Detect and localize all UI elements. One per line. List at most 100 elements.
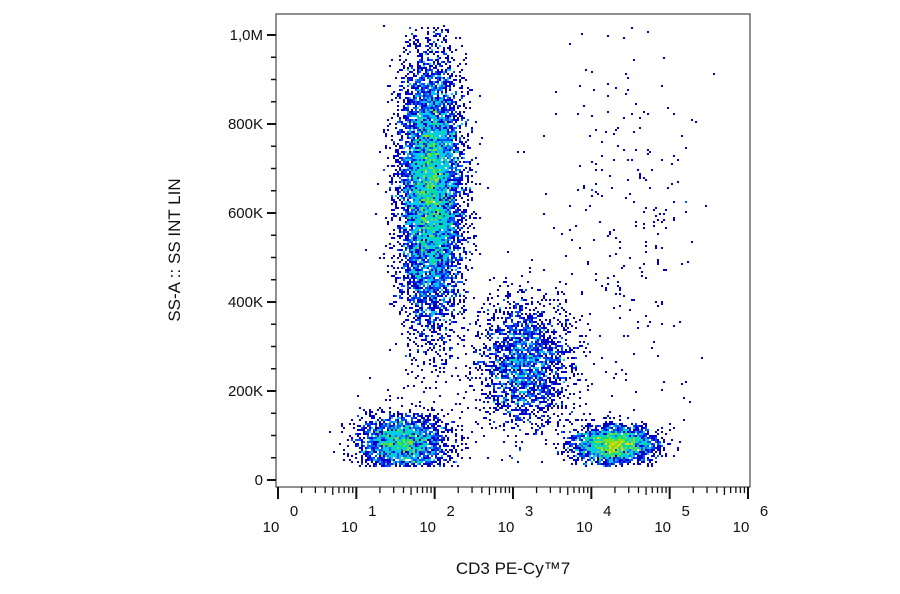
event-dot xyxy=(429,97,431,99)
event-dot xyxy=(523,417,525,419)
event-dot xyxy=(385,399,387,401)
event-dot xyxy=(431,327,433,329)
event-dot xyxy=(421,151,423,153)
event-dot xyxy=(459,239,461,241)
event-dot xyxy=(415,195,417,197)
event-dot xyxy=(441,65,443,67)
event-dot xyxy=(449,85,451,87)
event-dot xyxy=(445,217,447,219)
event-dot xyxy=(465,167,467,169)
event-dot xyxy=(449,185,451,187)
event-dot xyxy=(407,219,409,221)
event-dot xyxy=(443,83,445,85)
event-dot xyxy=(425,225,427,227)
event-dot xyxy=(417,189,419,191)
event-dot xyxy=(405,195,407,197)
event-dot xyxy=(371,417,373,419)
event-dot xyxy=(363,433,365,435)
event-dot xyxy=(429,271,431,273)
event-dot xyxy=(445,327,447,329)
event-dot xyxy=(427,157,429,159)
event-dot xyxy=(435,279,437,281)
event-dot xyxy=(419,299,421,301)
event-dot xyxy=(461,197,463,199)
event-dot xyxy=(393,427,395,429)
event-dot xyxy=(435,259,437,261)
event-dot xyxy=(397,435,399,437)
event-dot xyxy=(463,143,465,145)
event-dot xyxy=(415,105,417,107)
event-dot xyxy=(419,401,421,403)
event-dot xyxy=(427,145,429,147)
event-dot xyxy=(441,87,443,89)
event-dot xyxy=(437,333,439,335)
event-dot xyxy=(433,409,435,411)
event-dot xyxy=(363,431,365,433)
event-dot xyxy=(421,155,423,157)
event-dot xyxy=(421,103,423,105)
event-dot xyxy=(419,241,421,243)
event-dot xyxy=(387,85,389,87)
event-dot xyxy=(455,269,457,271)
event-dot xyxy=(529,415,531,417)
event-dot xyxy=(447,117,449,119)
event-dot xyxy=(399,85,401,87)
event-dot xyxy=(461,211,463,213)
event-dot xyxy=(455,181,457,183)
event-dot xyxy=(439,167,441,169)
event-dot xyxy=(415,405,417,407)
event-dot xyxy=(441,109,443,111)
event-dot xyxy=(391,453,393,455)
event-dot xyxy=(417,49,419,51)
event-dot xyxy=(447,249,449,251)
event-dot xyxy=(403,277,405,279)
event-dot xyxy=(447,439,449,441)
event-dot xyxy=(439,457,441,459)
event-dot xyxy=(447,259,449,261)
event-dot xyxy=(401,213,403,215)
event-dot xyxy=(381,419,383,421)
event-dot xyxy=(409,273,411,275)
event-dot xyxy=(415,283,417,285)
event-dot xyxy=(437,59,439,61)
event-dot xyxy=(449,181,451,183)
event-dot xyxy=(437,173,439,175)
event-dot xyxy=(439,287,441,289)
event-dot xyxy=(493,333,495,335)
event-dot xyxy=(397,173,399,175)
event-dot xyxy=(397,449,399,451)
event-dot xyxy=(439,445,441,447)
event-dot xyxy=(467,193,469,195)
event-dot xyxy=(365,447,367,449)
event-dot xyxy=(423,67,425,69)
event-dot xyxy=(453,191,455,193)
event-dot xyxy=(413,101,415,103)
event-dot xyxy=(413,167,415,169)
event-dot xyxy=(435,71,437,73)
event-dot xyxy=(427,185,429,187)
event-dot xyxy=(423,417,425,419)
event-dot xyxy=(423,457,425,459)
event-dot xyxy=(425,239,427,241)
event-dot xyxy=(409,185,411,187)
event-dot xyxy=(393,415,395,417)
event-dot xyxy=(437,449,439,451)
event-dot xyxy=(421,273,423,275)
event-dot xyxy=(437,141,439,143)
event-dot xyxy=(443,207,445,209)
event-dot xyxy=(467,203,469,205)
event-dot xyxy=(389,187,391,189)
event-dot xyxy=(415,445,417,447)
event-dot xyxy=(551,393,553,395)
event-dot xyxy=(435,441,437,443)
event-dot xyxy=(405,463,407,465)
event-dot xyxy=(467,447,469,449)
event-dot xyxy=(435,237,437,239)
event-dot xyxy=(497,399,499,401)
event-dot xyxy=(451,449,453,451)
event-dot xyxy=(455,139,457,141)
event-dot xyxy=(431,49,433,51)
event-dot xyxy=(521,305,523,307)
event-dot xyxy=(439,283,441,285)
event-dot xyxy=(423,311,425,313)
